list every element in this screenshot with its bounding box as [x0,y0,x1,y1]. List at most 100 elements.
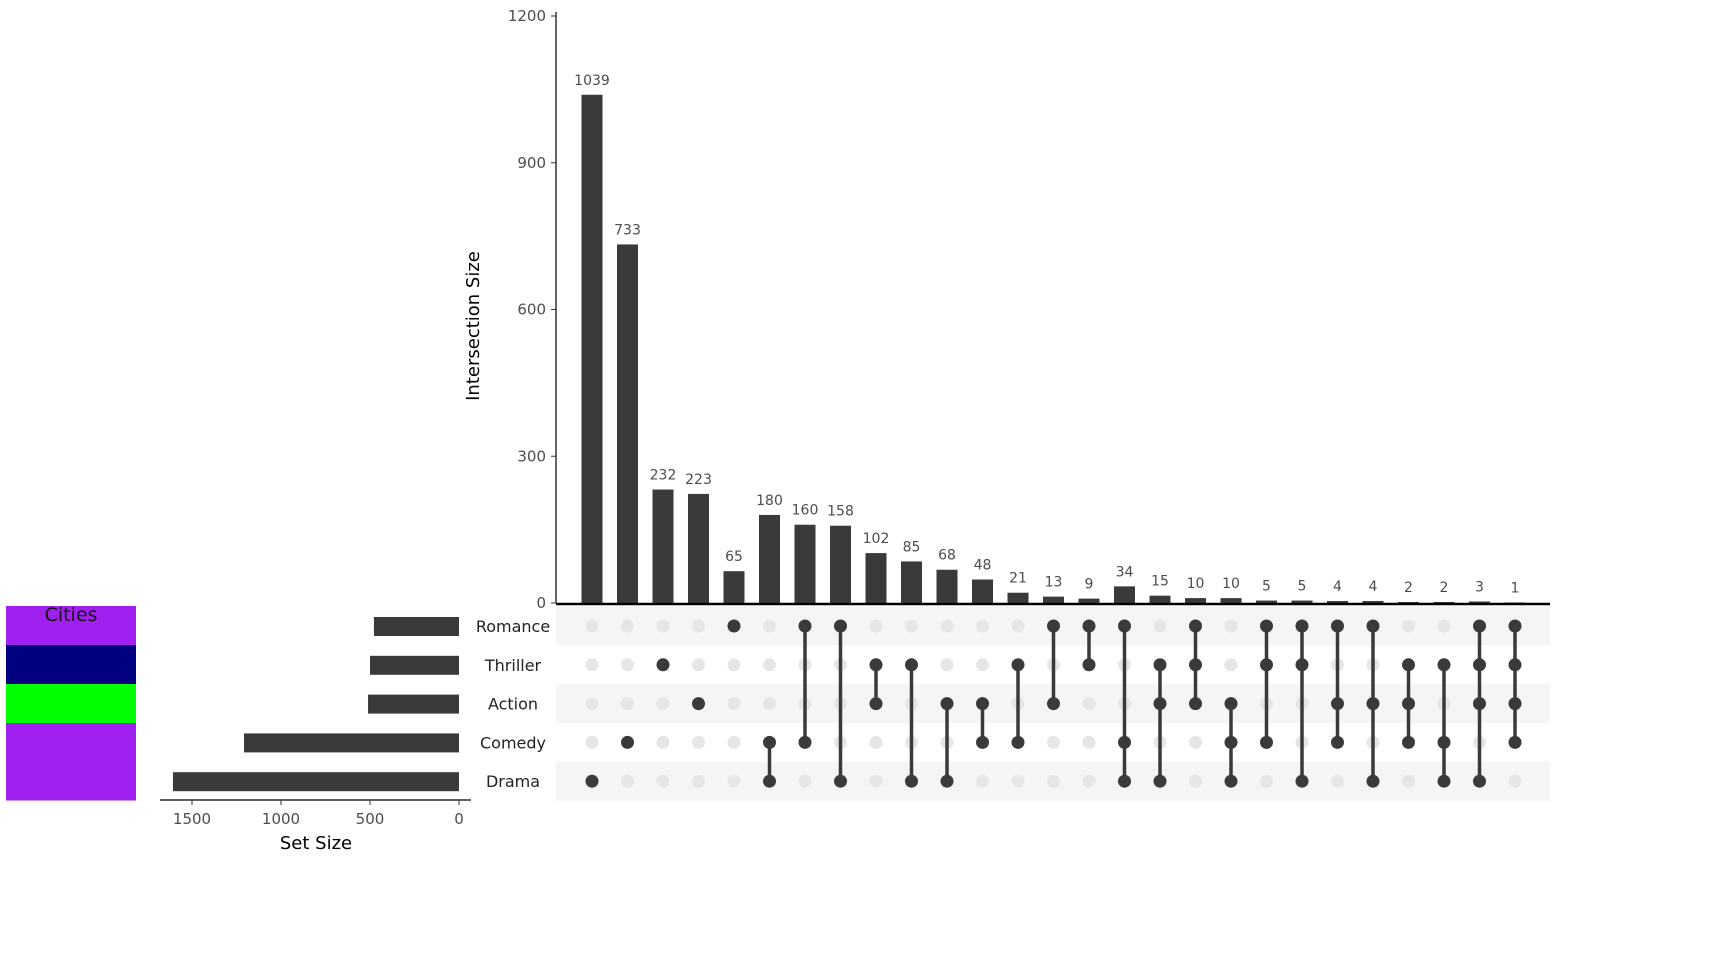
matrix-dot-filled [1367,620,1380,633]
matrix-dot-filled [1118,620,1131,633]
matrix-dot-filled [1509,736,1522,749]
matrix-dot-filled [1154,775,1167,788]
intersection-label: 2 [1440,580,1449,596]
matrix-dot-filled [1296,658,1309,671]
matrix-dot-filled [1438,658,1451,671]
matrix-dot-empty [621,620,634,633]
matrix-dot-filled [657,658,670,671]
matrix-dot-empty [1509,775,1522,788]
matrix-dot-empty [763,620,776,633]
matrix-dot-empty [1225,620,1238,633]
intersection-bar [1150,596,1171,603]
matrix-dot-filled [834,620,847,633]
matrix-dot-empty [1047,736,1060,749]
matrix-dot-empty [1225,658,1238,671]
matrix-dot-filled [1473,620,1486,633]
intersection-bar [901,561,922,603]
intersection-bar [653,490,674,603]
set-size-tick-label: 0 [454,810,464,828]
matrix-dot-empty [799,775,812,788]
matrix-dot-empty [870,775,883,788]
matrix-dot-filled [1473,775,1486,788]
matrix-dot-filled [1367,775,1380,788]
intersection-label: 5 [1298,579,1307,595]
intersection-label: 5 [1262,579,1271,595]
intersection-bar [1221,598,1242,603]
matrix-dot-empty [657,775,670,788]
matrix-dot-filled [1367,697,1380,710]
matrix-dot-empty [728,658,741,671]
matrix-dot-empty [870,736,883,749]
matrix-dot-filled [763,736,776,749]
matrix-dot-empty [1154,620,1167,633]
matrix-dot-empty [1012,775,1025,788]
matrix-dot-filled [1260,658,1273,671]
matrix-dot-filled [976,697,989,710]
intersection-bar [582,95,603,603]
matrix-dot-filled [941,697,954,710]
matrix-dot-filled [1225,697,1238,710]
intersection-label: 10 [1187,576,1205,592]
matrix-dot-filled [1012,736,1025,749]
matrix-dot-filled [1012,658,1025,671]
intersection-label: 34 [1116,564,1134,580]
cities-annotation-cell [6,761,136,801]
intersection-label: 2 [1404,580,1413,596]
matrix-dot-filled [1083,620,1096,633]
matrix-dot-empty [941,658,954,671]
intersection-bar [617,244,638,603]
matrix-dot-empty [657,620,670,633]
intersection-label: 9 [1085,577,1094,593]
intersection-label: 10 [1222,576,1240,592]
y-tick-label: 300 [517,447,546,465]
matrix-dot-empty [1402,620,1415,633]
intersection-bar [830,526,851,603]
set-label: Thriller [484,656,542,675]
matrix-dot-filled [905,775,918,788]
matrix-dot-empty [728,736,741,749]
intersection-bar [1363,601,1384,603]
intersection-bar [759,515,780,603]
intersection-label: 4 [1369,579,1378,595]
matrix-dot-filled [1260,620,1273,633]
set-size-bar [173,772,459,791]
matrix-dot-empty [1260,775,1273,788]
matrix-dot-empty [692,775,705,788]
matrix-dot-empty [586,697,599,710]
matrix-dot-empty [905,620,918,633]
set-label: Action [488,695,538,714]
matrix-dot-empty [1083,775,1096,788]
matrix-dot-empty [692,736,705,749]
set-size-bar [374,617,459,636]
matrix-dot-filled [870,658,883,671]
matrix-dot-empty [692,658,705,671]
intersection-bar [688,494,709,603]
set-label: Drama [486,772,540,791]
intersection-label: 13 [1045,575,1063,591]
intersection-label: 180 [756,493,783,509]
intersection-label: 4 [1333,579,1342,595]
y-tick-label: 900 [517,154,546,172]
matrix-dot-filled [1331,736,1344,749]
matrix-dot-empty [976,658,989,671]
matrix-dot-filled [1509,658,1522,671]
intersection-bar [1327,601,1348,603]
matrix-dot-empty [1189,736,1202,749]
matrix-dot-empty [621,697,634,710]
set-size-bar [370,656,459,675]
matrix-dot-filled [763,775,776,788]
matrix-dot-empty [692,620,705,633]
y-tick-label: 1200 [508,7,546,25]
matrix-dot-empty [976,775,989,788]
cities-annotation-cell [6,645,136,685]
set-label: Comedy [480,733,546,752]
matrix-dot-empty [941,620,954,633]
matrix-dot-filled [1118,775,1131,788]
matrix-dot-filled [1189,620,1202,633]
matrix-dot-filled [1189,697,1202,710]
intersection-bar [937,570,958,603]
intersection-label: 3 [1475,580,1484,596]
matrix-dot-filled [1296,775,1309,788]
intersection-bar [1185,598,1206,603]
matrix-dot-filled [1331,620,1344,633]
